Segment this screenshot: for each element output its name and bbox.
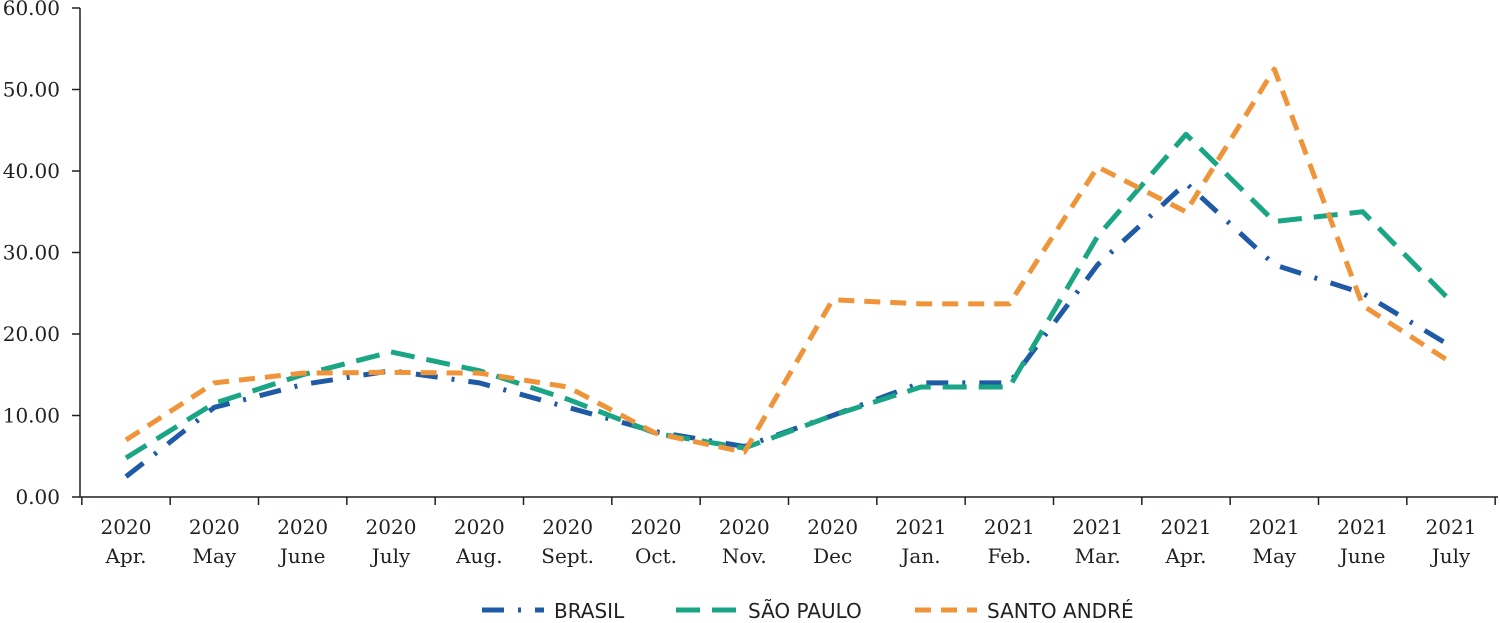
x-tick-label-month: Apr. [1165, 544, 1207, 568]
x-tick-label-month: Feb. [987, 544, 1031, 568]
x-tick-label-year: 2020 [542, 515, 593, 539]
y-tick-label: 0.00 [15, 485, 60, 509]
x-tick-label-month: Dec [813, 544, 852, 568]
y-tick-label: 60.00 [3, 0, 60, 20]
series-line-santo-andr- [124, 66, 1453, 455]
x-tick-label-month: Nov. [722, 544, 767, 568]
x-tick-label-month: Oct. [635, 544, 677, 568]
x-tick-label-month: June [278, 544, 326, 568]
x-tick-label-year: 2020 [366, 515, 417, 539]
x-tick-label-year: 2021 [984, 515, 1035, 539]
x-axis-ticks: 2020 Apr. 2020 May 2020 June 2020 July 2020 Aug. 2… [81, 497, 1496, 568]
x-tick-label-year: 2020 [189, 515, 240, 539]
x-tick-label-year: 2021 [1249, 515, 1300, 539]
axes [79, 8, 1498, 498]
x-tick-label-month: July [370, 544, 411, 568]
y-axis-ticks: 0.00 10.00 20.00 30.00 40.00 50.00 60.00 [3, 0, 80, 509]
legend-label: SANTO ANDRÉ [987, 599, 1134, 619]
x-tick-label-month: Mar. [1075, 544, 1121, 568]
y-tick-label: 30.00 [3, 241, 60, 265]
series-lines [124, 66, 1453, 479]
series-line-s-o-paulo [124, 131, 1453, 461]
x-tick-label-month: June [1338, 544, 1386, 568]
x-tick-label-year: 2020 [101, 515, 152, 539]
x-tick-label-year: 2021 [1161, 515, 1212, 539]
x-tick-label-month: May [1252, 544, 1296, 568]
x-tick-label-month: Jan. [899, 544, 940, 568]
x-tick-label-month: May [192, 544, 236, 568]
y-tick-label: 20.00 [3, 322, 60, 346]
x-tick-label-year: 2020 [719, 515, 770, 539]
x-tick-label-year: 2020 [807, 515, 858, 539]
x-tick-label-year: 2020 [277, 515, 328, 539]
legend: BRASIL SÃO PAULO SANTO ANDRÉ [482, 599, 1134, 623]
x-tick-label-month: July [1430, 544, 1471, 568]
x-tick-label-year: 2021 [1337, 515, 1388, 539]
legend-label: BRASIL [554, 599, 625, 619]
legend-label: SÃO PAULO [748, 599, 862, 619]
x-tick-label-month: Sept. [541, 544, 594, 568]
y-tick-label: 50.00 [3, 78, 60, 102]
x-tick-label-year: 2020 [454, 515, 505, 539]
x-tick-label-year: 2021 [896, 515, 947, 539]
x-tick-label-year: 2021 [1426, 515, 1477, 539]
x-tick-label-month: Aug. [455, 544, 502, 568]
x-tick-label-month: Apr. [105, 544, 147, 568]
x-tick-label-year: 2020 [631, 515, 682, 539]
y-tick-label: 40.00 [3, 159, 60, 183]
y-tick-label: 10.00 [3, 404, 60, 428]
x-tick-label-year: 2021 [1072, 515, 1123, 539]
